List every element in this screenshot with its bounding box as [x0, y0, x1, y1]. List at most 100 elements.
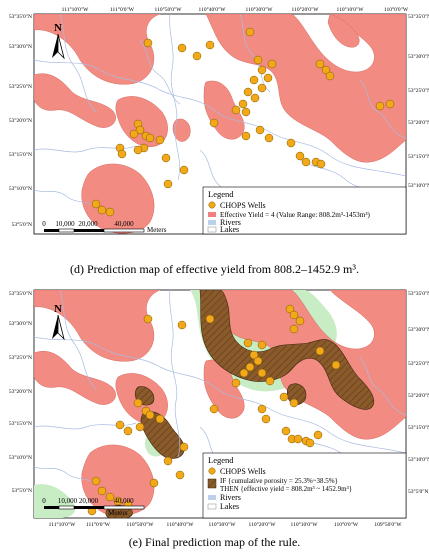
well-marker	[163, 179, 173, 189]
well-marker	[267, 59, 277, 69]
lat-label: 53°25'0"N	[9, 354, 32, 361]
river-line	[169, 290, 181, 458]
well-marker	[289, 398, 299, 408]
river-line	[34, 336, 406, 454]
well-marker	[257, 83, 267, 93]
well-marker	[293, 434, 303, 444]
lon-label: 111°10'0"W	[62, 6, 90, 13]
north-arrow-left	[52, 315, 58, 339]
panel-d-map: N 0 10,000 20,000 40,000 Meters Legend C…	[9, 6, 429, 276]
well-marker	[117, 149, 127, 159]
yield-zone	[34, 73, 116, 128]
legend-label: Effective Yield = 4 (Value Range: 808.2m…	[220, 211, 370, 219]
lon-label: 111°0'0"W	[86, 521, 111, 528]
yield-zone	[203, 359, 245, 419]
well-marker	[91, 476, 101, 486]
scale-unit: Meters	[108, 509, 128, 517]
well-marker	[209, 118, 219, 128]
north-arrow: N	[52, 303, 65, 341]
river-line	[34, 59, 406, 177]
lat-label: 53°30'0"N	[408, 53, 429, 60]
scale-bar-seg	[74, 229, 104, 232]
legend-rivers-swatch	[208, 220, 216, 225]
well-marker	[279, 392, 289, 402]
well-marker	[375, 101, 385, 111]
yield-zone	[34, 290, 161, 362]
well-marker	[91, 199, 101, 209]
scale-bar-seg	[74, 506, 104, 509]
river-line	[239, 14, 271, 93]
river-line	[359, 356, 406, 416]
well-marker	[143, 38, 153, 48]
legend-e: Legend CHOPS Wells IF {cumulative porosi…	[202, 452, 407, 519]
well-marker	[231, 105, 241, 115]
well-marker	[316, 159, 326, 169]
legend-well-symbol	[208, 201, 216, 209]
legend-label: CHOPS Wells	[220, 201, 266, 210]
caption-letter: (d)	[70, 262, 84, 276]
lon-label: 110°40'0"W	[167, 521, 195, 528]
well-marker	[281, 426, 291, 436]
legend-box	[202, 452, 407, 519]
graticule-labels-e: 111°10'0"W 111°0'0"W 110°50'0"W 110°40'0"W 1…	[9, 290, 429, 528]
lon-label: 110°0'0"W	[334, 521, 359, 528]
well-marker	[257, 340, 267, 350]
yield-zone	[115, 96, 168, 148]
scale-tick: 20,000	[78, 220, 98, 228]
well-marker	[305, 438, 315, 448]
well-marker	[243, 87, 253, 97]
well-marker	[265, 376, 275, 386]
well-marker	[325, 71, 335, 81]
well-marker	[133, 145, 143, 155]
well-marker	[238, 99, 248, 109]
scale-tick: 40,000	[114, 220, 134, 228]
lat-label: 53°25'0"N	[408, 360, 429, 367]
well-marker	[175, 470, 185, 480]
well-marker	[115, 420, 125, 430]
lat-label: 53°30'0"N	[408, 326, 429, 333]
well-marker	[177, 43, 187, 53]
lon-label: 110°0'0"W	[384, 6, 409, 13]
well-marker	[163, 456, 173, 466]
north-label: N	[54, 22, 62, 34]
lat-label: 53°5'0"N	[12, 221, 32, 228]
well-marker	[243, 338, 253, 348]
legend-well-symbol	[208, 467, 216, 475]
lat-label: 53°5'0"N	[408, 488, 428, 495]
scale-bar-seg	[103, 228, 145, 233]
well-marker	[257, 404, 267, 414]
well-marker	[133, 398, 143, 408]
well-marker	[295, 151, 305, 161]
well-marker	[145, 410, 155, 420]
river-line	[359, 79, 406, 139]
lat-label: 53°30'0"N	[9, 320, 32, 327]
lon-label: 110°10'0"W	[337, 6, 365, 13]
well-marker	[129, 129, 139, 139]
scale-tick: 40,000	[114, 497, 134, 505]
well-marker	[263, 73, 273, 83]
lon-label: 110°50'0"W	[127, 521, 155, 528]
well-marker	[123, 426, 133, 436]
lat-label: 53°25'0"N	[9, 83, 32, 90]
lat-label: 53°10'0"N	[408, 456, 429, 463]
river-line	[59, 14, 97, 113]
river-line	[34, 189, 97, 207]
well-marker	[301, 157, 311, 167]
lat-label: 53°15'0"N	[9, 420, 32, 427]
well-marker	[179, 442, 189, 452]
legend-title: Legend	[208, 455, 234, 465]
well-marker	[239, 368, 249, 378]
well-marker	[315, 346, 325, 356]
well-marker	[97, 205, 107, 215]
well-marker	[105, 207, 115, 217]
graticule-labels-d: 111°10'0"W 111°0'0"W 110°50'0"W 110°40'0"W 1…	[9, 6, 429, 228]
well-marker	[286, 138, 296, 148]
lat-label: 53°10'0"N	[9, 185, 32, 192]
well-marker	[155, 135, 165, 145]
legend-d: Legend CHOPS Wells Effective Yield = 4 (…	[202, 186, 407, 235]
lat-label: 53°35'0"N	[9, 290, 32, 297]
legend-label-line2: THEN {effective yield = 808.2m³ ~ 1452.9…	[220, 485, 352, 493]
map-d-canvas: N 0 10,000 20,000 40,000 Meters Legend C…	[9, 6, 429, 235]
panel-e-map: N 0 10,000 20,000 40,000 Meters Legend C…	[0, 285, 429, 550]
lon-label: 111°0'0"W	[110, 6, 135, 13]
